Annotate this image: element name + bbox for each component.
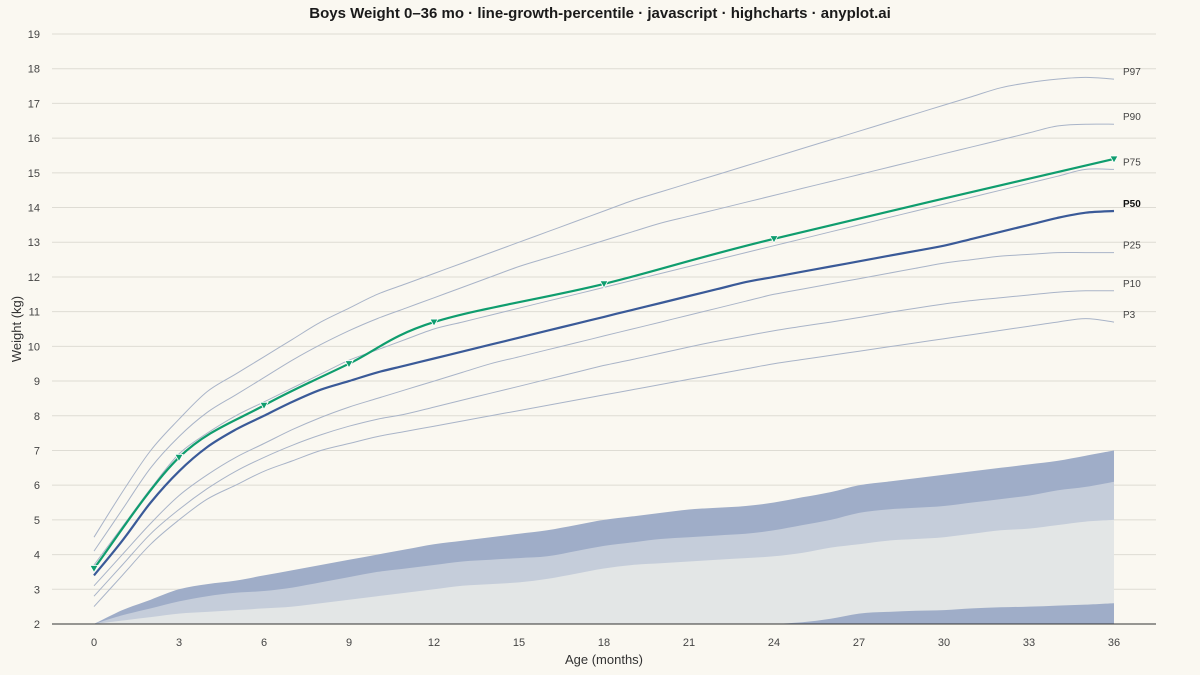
y-tick-label: 16 xyxy=(28,133,40,145)
patient-point[interactable] xyxy=(259,401,269,411)
x-tick-label: 27 xyxy=(853,637,865,649)
y-tick-label: 4 xyxy=(34,550,40,562)
percentile-line-p50 xyxy=(93,209,1115,577)
y-tick-label: 10 xyxy=(28,341,40,353)
x-tick-label: 21 xyxy=(683,637,695,649)
y-tick-label: 18 xyxy=(28,64,40,76)
percentile-line-p97 xyxy=(93,76,1115,538)
percentile-label-p75: P75 xyxy=(1123,157,1141,168)
y-tick-label: 3 xyxy=(34,584,40,596)
y-tick-label: 2 xyxy=(34,619,40,631)
x-axis-title: Age (months) xyxy=(565,652,643,667)
patient-point[interactable] xyxy=(429,318,439,327)
x-tick-label: 15 xyxy=(513,637,525,649)
x-tick-label: 6 xyxy=(261,637,267,649)
percentile-line-p3 xyxy=(93,318,1115,607)
y-tick-label: 17 xyxy=(28,98,40,110)
percentile-label-p25: P25 xyxy=(1123,241,1141,252)
y-tick-label: 19 xyxy=(28,29,40,41)
y-tick-label: 8 xyxy=(34,411,40,423)
y-tick-label: 5 xyxy=(34,515,40,527)
percentile-line-p25 xyxy=(93,252,1114,587)
patient-point[interactable] xyxy=(344,360,354,369)
x-tick-label: 30 xyxy=(938,637,950,649)
x-tick-label: 3 xyxy=(176,637,182,649)
patient-point[interactable] xyxy=(1109,155,1119,164)
patient-point[interactable] xyxy=(599,280,609,289)
x-tick-label: 33 xyxy=(1023,637,1035,649)
percentile-lines xyxy=(93,76,1115,607)
y-tick-label: 11 xyxy=(29,307,40,319)
percentile-label-p50: P50 xyxy=(1123,199,1141,210)
percentile-label-p97: P97 xyxy=(1123,67,1141,78)
patient-point[interactable] xyxy=(174,454,184,463)
y-tick-label: 12 xyxy=(28,272,40,284)
chart-title: Boys Weight 0–36 mo · line-growth-percen… xyxy=(309,5,891,22)
y-tick-label: 9 xyxy=(34,376,40,388)
band-inner xyxy=(94,519,1114,624)
percentile-label-p90: P90 xyxy=(1123,112,1141,123)
x-tick-label: 36 xyxy=(1108,637,1120,649)
x-tick-label: 9 xyxy=(346,637,352,649)
x-tick-labels: 0 3 6 9 12 15 18 21 24 27 30 33 36 xyxy=(91,637,1120,649)
y-tick-label: 6 xyxy=(34,480,40,492)
x-tick-label: 24 xyxy=(768,637,780,649)
y-tick-label: 15 xyxy=(28,168,40,180)
percentile-label-p10: P10 xyxy=(1123,279,1141,290)
percentile-labels: P3 P10 P25 P50 P75 P90 P97 xyxy=(1123,67,1141,321)
x-tick-label: 18 xyxy=(598,637,610,649)
patient-point[interactable] xyxy=(769,235,779,244)
percentile-line-p90 xyxy=(93,123,1115,552)
patient-point[interactable] xyxy=(89,565,99,574)
x-tick-label: 0 xyxy=(91,637,97,649)
percentile-label-p3: P3 xyxy=(1123,310,1136,321)
x-tick-label: 12 xyxy=(428,637,440,649)
y-tick-label: 7 xyxy=(34,445,40,457)
patient-series xyxy=(89,155,1119,574)
band-base xyxy=(94,603,1114,625)
y-tick-label: 13 xyxy=(28,237,40,249)
y-tick-labels: 2 3 4 5 6 7 8 9 10 11 12 13 14 15 16 17 18 19 xyxy=(28,29,40,631)
y-axis-title: Weight (kg) xyxy=(9,296,24,362)
percentile-line-p10 xyxy=(93,290,1115,597)
shaded-bands xyxy=(94,450,1114,625)
y-tick-label: 14 xyxy=(28,203,40,215)
